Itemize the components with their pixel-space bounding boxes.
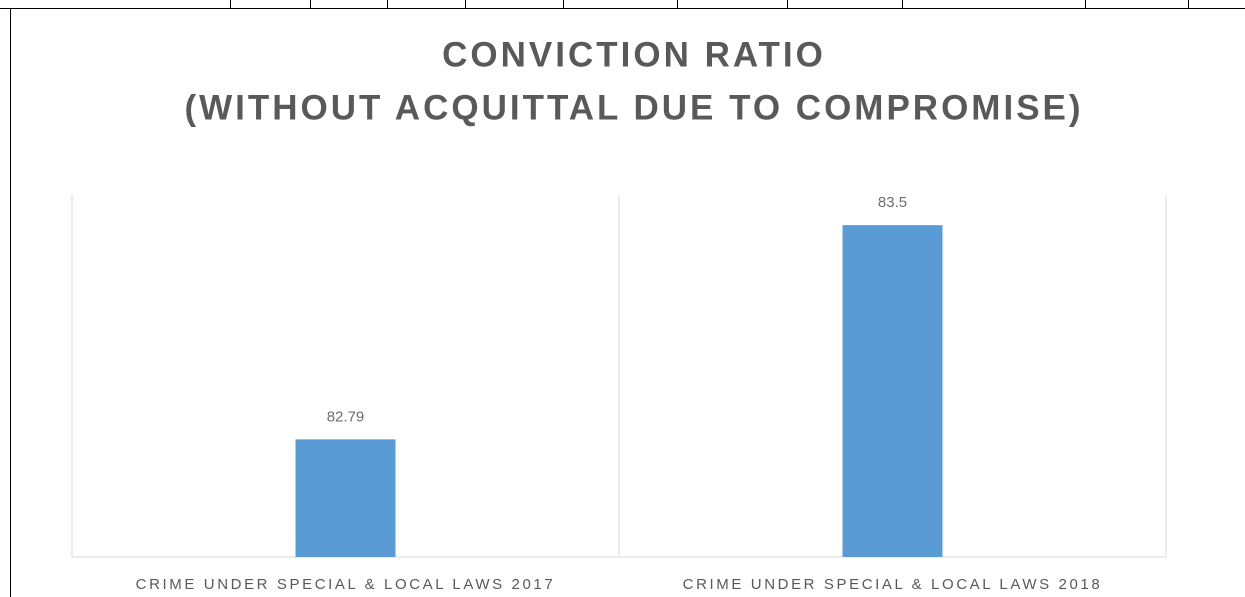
bar: [842, 225, 943, 557]
x-tick-label: CRIME UNDER SPECIAL & LOCAL LAWS 2018: [683, 576, 1103, 593]
data-label: 82.79: [327, 408, 365, 425]
chart-title: CONVICTION RATIO: [442, 35, 826, 74]
bar: [295, 439, 396, 557]
x-tick-label: CRIME UNDER SPECIAL & LOCAL LAWS 2017: [136, 576, 556, 593]
chart-subtitle: (WITHOUT ACQUITTAL DUE TO COMPROMISE): [184, 88, 1083, 127]
data-label: 83.5: [878, 194, 907, 211]
